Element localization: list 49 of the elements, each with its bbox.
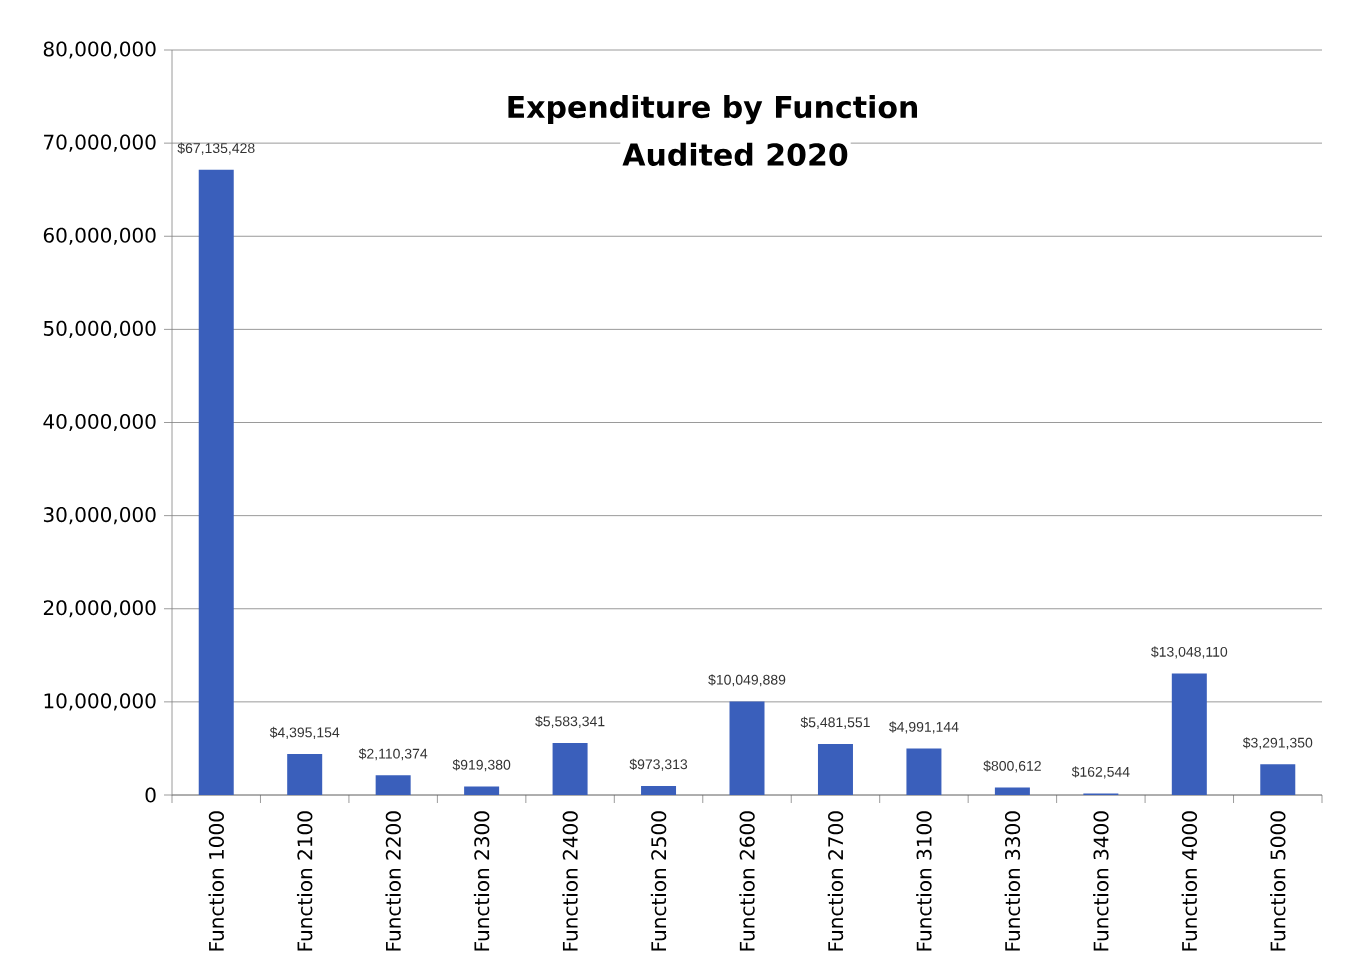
bar bbox=[817, 743, 853, 795]
data-label: $4,395,154 bbox=[269, 726, 340, 739]
data-label: $4,991,144 bbox=[889, 721, 959, 734]
x-tick-label: Function 2100 bbox=[296, 811, 313, 951]
x-tick-label: Function 2500 bbox=[650, 811, 667, 951]
y-tick-label: 70,000,000 bbox=[44, 134, 156, 152]
x-tick-label: Function 3100 bbox=[916, 811, 932, 951]
data-label: $67,135,428 bbox=[177, 142, 255, 155]
y-tick-label: 10,000,000 bbox=[44, 693, 156, 711]
data-label: $10,049,889 bbox=[708, 674, 786, 687]
y-tick-label: 40,000,000 bbox=[43, 413, 156, 432]
data-label: $13,048,110 bbox=[1151, 646, 1228, 659]
data-label: $800,612 bbox=[983, 760, 1041, 773]
text: Audited 2020 bbox=[622, 142, 848, 166]
bar bbox=[906, 748, 942, 795]
data-label: $5,481,551 bbox=[800, 716, 870, 729]
bar bbox=[552, 743, 588, 795]
data-label: $162,544 bbox=[1071, 766, 1130, 779]
y-tick-label: 0 bbox=[145, 787, 156, 803]
x-tick-label: Function 3300 bbox=[1004, 811, 1021, 951]
bar bbox=[641, 785, 677, 795]
bar bbox=[994, 787, 1030, 795]
x-tick-label: Function 2700 bbox=[827, 811, 844, 951]
bar bbox=[1171, 673, 1207, 795]
y-tick-label: 20,000,000 bbox=[43, 600, 156, 618]
x-tick-label: Function 2400 bbox=[562, 811, 578, 951]
x-tick-label: Function 3400 bbox=[1093, 811, 1109, 951]
x-tick-label: Function 5000 bbox=[1270, 811, 1286, 951]
x-tick-label: Function 1000 bbox=[208, 811, 224, 951]
bar bbox=[375, 775, 411, 795]
bar bbox=[1260, 764, 1296, 795]
x-tick-label: Function 2200 bbox=[385, 811, 401, 951]
y-tick-label: 80,000,000 bbox=[43, 41, 156, 59]
data-label: $3,291,350 bbox=[1242, 737, 1313, 750]
data-label: $919,380 bbox=[452, 759, 511, 772]
y-tick-label: 30,000,000 bbox=[43, 507, 156, 525]
data-label: $973,313 bbox=[629, 758, 688, 771]
x-tick-label: Function 2600 bbox=[739, 811, 755, 951]
x-tick-label: Function 4000 bbox=[1181, 811, 1198, 951]
bar bbox=[198, 169, 234, 795]
data-label: $2,110,374 bbox=[358, 748, 428, 761]
bar bbox=[464, 786, 500, 795]
bar bbox=[729, 701, 765, 795]
y-tick-label: 50,000,000 bbox=[43, 320, 156, 338]
data-label: $5,583,341 bbox=[535, 715, 605, 728]
text: Expenditure by Function bbox=[508, 94, 918, 125]
bar bbox=[287, 754, 323, 795]
x-tick-label: Function 2300 bbox=[473, 811, 490, 951]
y-tick-label: 60,000,000 bbox=[43, 227, 156, 245]
